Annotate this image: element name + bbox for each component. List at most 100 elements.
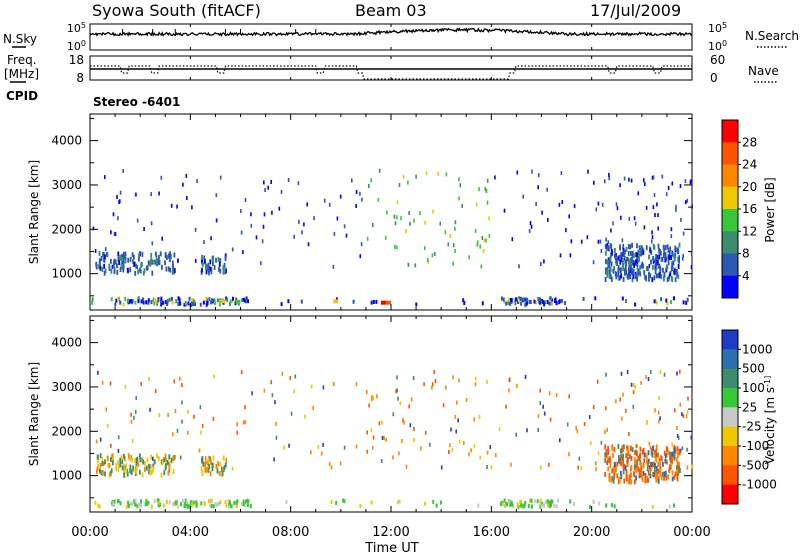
echo-cell	[676, 446, 679, 452]
echo-cell	[407, 262, 410, 267]
echo-cell	[519, 499, 522, 504]
velocity-frame	[89, 315, 693, 513]
echo-cell	[212, 504, 215, 509]
echo-cell	[666, 244, 669, 250]
echo-cell	[687, 396, 689, 401]
echo-cell	[654, 264, 657, 270]
echo-cell	[97, 458, 99, 464]
echo-cell	[245, 298, 248, 303]
echo-cell	[262, 224, 265, 229]
echo-cell	[620, 371, 623, 376]
echo-cell	[604, 457, 607, 463]
echo-cell	[626, 256, 629, 262]
echo-cell	[611, 276, 613, 282]
echo-cell	[201, 471, 204, 476]
echo-cell	[676, 272, 678, 278]
echo-cell	[185, 500, 188, 505]
echo-cell	[108, 263, 111, 269]
echo-cell	[205, 296, 208, 301]
echo-cell	[634, 459, 636, 465]
echo-cell	[104, 268, 107, 274]
echo-cell	[642, 471, 645, 476]
echo-cell	[656, 255, 659, 260]
echo-cell	[657, 461, 660, 467]
echo-cell	[407, 180, 409, 185]
echo-cell	[637, 455, 639, 461]
echo-cell	[644, 274, 646, 280]
echo-cell	[158, 413, 161, 418]
echo-cell	[117, 256, 120, 262]
echo-cell	[540, 262, 542, 266]
nsky-panel: 105 100 105 100	[67, 21, 727, 54]
echo-cell	[360, 242, 363, 247]
echo-cell	[609, 243, 612, 249]
echo-cell	[652, 264, 654, 270]
echo-cell	[658, 457, 661, 463]
echo-cell	[608, 476, 611, 482]
echo-cell	[157, 298, 160, 303]
echo-cell	[165, 459, 167, 465]
echo-cell	[220, 299, 226, 304]
echo-cell	[424, 430, 427, 435]
echo-cell	[101, 469, 104, 475]
echo-cell	[164, 252, 167, 257]
echo-cell	[654, 213, 656, 217]
echo-cell	[131, 439, 134, 443]
echo-cell	[122, 261, 125, 267]
echo-cell	[211, 462, 214, 468]
echo-cell	[502, 297, 505, 302]
echo-cell	[553, 503, 556, 508]
echo-cell	[551, 301, 554, 306]
echo-cell	[145, 300, 148, 305]
echo-cell	[607, 240, 610, 245]
power-colorbar-label: Power [dB]	[763, 177, 777, 242]
echo-cell	[310, 450, 312, 455]
echo-cell	[203, 240, 205, 245]
echo-cell	[642, 463, 645, 469]
echo-cell	[661, 256, 664, 262]
echo-cell	[359, 191, 361, 196]
echo-cell	[538, 300, 541, 305]
echo-cell	[125, 463, 128, 469]
echo-cell	[235, 297, 238, 302]
echo-cell	[117, 251, 120, 257]
echo-cell	[158, 260, 161, 266]
echo-cell	[508, 388, 510, 393]
echo-cell	[478, 187, 480, 192]
echo-cell	[634, 302, 637, 307]
echo-cell	[525, 301, 528, 306]
echo-cell	[636, 451, 638, 456]
echo-cell	[604, 244, 607, 250]
echo-cell	[151, 469, 154, 475]
echo-cell	[652, 256, 654, 261]
echo-cell	[654, 463, 656, 469]
echo-cell	[639, 460, 642, 465]
echo-cell	[442, 403, 445, 408]
echo-cell	[624, 266, 627, 272]
echo-cell	[647, 458, 650, 464]
echo-cell	[119, 300, 122, 305]
echo-cell	[370, 300, 373, 305]
echo-cell	[164, 260, 166, 266]
echo-cell	[196, 179, 198, 183]
echo-cell	[332, 264, 335, 269]
echo-cell	[381, 420, 383, 425]
time-axis-label: Time UT	[364, 541, 418, 554]
echo-cell	[129, 501, 132, 506]
echo-cell	[123, 468, 125, 474]
echo-cell	[303, 222, 305, 227]
echo-cell	[167, 412, 169, 417]
echo-cell	[164, 453, 167, 459]
echo-cell	[651, 452, 654, 458]
echo-cell	[511, 502, 514, 507]
echo-cell	[558, 300, 561, 305]
echo-cell	[241, 298, 244, 303]
echo-cell	[630, 250, 632, 256]
echo-cell	[245, 296, 248, 301]
echo-cell	[673, 474, 676, 480]
echo-cell	[657, 213, 659, 218]
echo-cell	[509, 502, 512, 507]
colorbar-tick-label: 4	[742, 269, 750, 283]
echo-cell	[219, 258, 222, 264]
echo-cell	[328, 202, 331, 207]
